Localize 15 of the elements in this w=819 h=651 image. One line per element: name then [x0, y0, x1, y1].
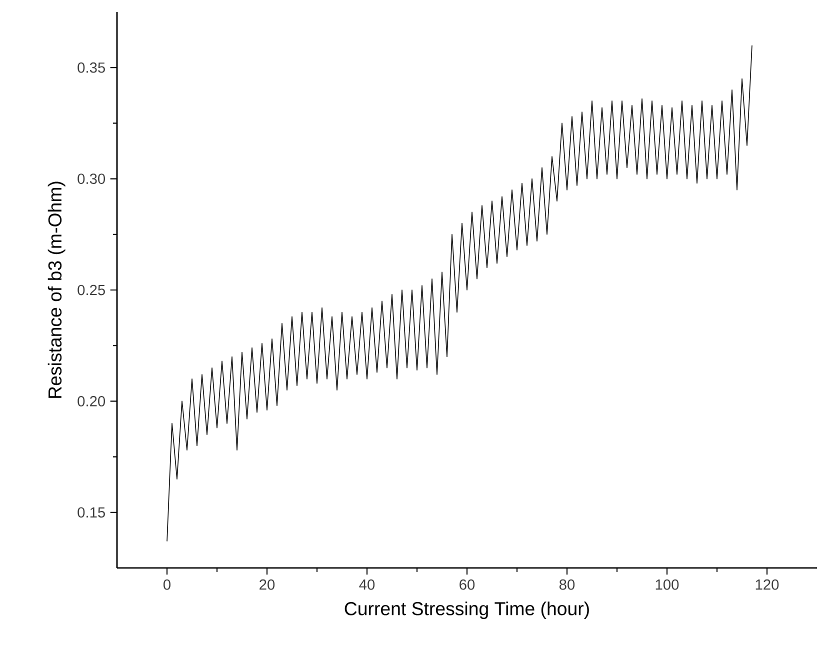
y-axis-title: Resistance of b3 (m-Ohm): [48, 182, 66, 398]
x-tick-label: 100: [656, 579, 679, 590]
x-tick-label: 80: [559, 579, 575, 590]
x-tick-label: 40: [359, 579, 375, 590]
y-tick-label: 0.30: [78, 174, 106, 184]
y-tick-label: 0.25: [78, 284, 105, 296]
y-tick-label: 0.15: [78, 507, 105, 518]
x-tick-label: 60: [460, 579, 475, 590]
x-tick-label: 20: [260, 579, 275, 590]
x-tick-label: 120: [756, 579, 779, 590]
x-axis-title: Current Stressing Time (hour): [344, 602, 589, 619]
y-tick-label: 0.20: [78, 396, 106, 406]
y-tick-label: 0.35: [78, 62, 105, 73]
line-series: [166, 44, 752, 542]
x-tick-label: 0: [163, 579, 170, 590]
